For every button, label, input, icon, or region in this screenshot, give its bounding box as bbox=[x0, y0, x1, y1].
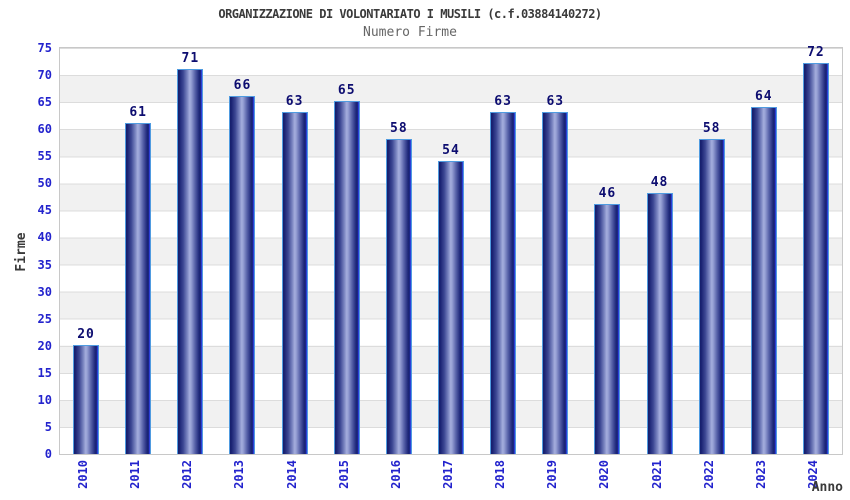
y-tick-45: 45 bbox=[37, 203, 52, 218]
y-tick-20: 20 bbox=[37, 338, 52, 353]
y-tick-35: 35 bbox=[37, 257, 52, 272]
x-tick-2015: 2015 bbox=[336, 460, 351, 489]
x-tick-2023: 2023 bbox=[753, 460, 768, 489]
bar-2014 bbox=[281, 112, 308, 454]
bar-value-label: 54 bbox=[442, 143, 460, 158]
bar-value-label: 48 bbox=[650, 175, 669, 190]
bar-value-label: 65 bbox=[337, 83, 356, 98]
x-tick-2011: 2011 bbox=[128, 460, 143, 489]
bar-2017 bbox=[438, 161, 464, 454]
bar-value-label: 64 bbox=[754, 89, 773, 104]
bar-2012 bbox=[177, 69, 204, 454]
plot-area: 20 61 71 66 63 65 58 54 63 63 46 48 58 64 72 bbox=[59, 45, 843, 455]
y-tick-15: 15 bbox=[37, 365, 52, 380]
y-tick-40: 40 bbox=[37, 230, 52, 245]
x-tick-2022: 2022 bbox=[701, 460, 716, 489]
bar-2019 bbox=[542, 112, 569, 454]
bar-2010 bbox=[73, 345, 100, 454]
y-axis-label: Firme bbox=[14, 232, 29, 272]
bar-value-label: 46 bbox=[598, 186, 617, 201]
bar-value-label: 58 bbox=[702, 121, 721, 136]
bar-2011 bbox=[125, 123, 152, 454]
x-tick-2012: 2012 bbox=[180, 460, 195, 489]
bar-value-label: 63 bbox=[494, 94, 512, 109]
x-tick-2020: 2020 bbox=[597, 460, 612, 489]
x-tick-2016: 2016 bbox=[388, 460, 403, 489]
y-tick-50: 50 bbox=[37, 176, 52, 191]
x-tick-2010: 2010 bbox=[76, 460, 91, 489]
y-tick-30: 30 bbox=[37, 284, 52, 299]
x-tick-2014: 2014 bbox=[284, 460, 299, 489]
bar-value-label: 20 bbox=[77, 327, 95, 342]
x-axis-label: Anno bbox=[811, 480, 843, 495]
y-tick-0: 0 bbox=[44, 447, 52, 461]
x-tick-2019: 2019 bbox=[545, 460, 560, 489]
y-tick-55: 55 bbox=[37, 149, 52, 164]
bar-value-label: 66 bbox=[233, 78, 252, 93]
bar-2015 bbox=[333, 101, 360, 454]
bar-value-label: 63 bbox=[546, 94, 565, 109]
bar-2024 bbox=[802, 63, 829, 454]
bar-value-label: 72 bbox=[807, 45, 825, 60]
x-tick-2021: 2021 bbox=[649, 460, 664, 489]
bar-2023 bbox=[750, 107, 777, 454]
y-tick-60: 60 bbox=[37, 122, 52, 137]
x-tick-2018: 2018 bbox=[493, 460, 508, 489]
y-tick-10: 10 bbox=[37, 392, 52, 407]
bar-value-label: 58 bbox=[390, 121, 408, 136]
y-tick-75: 75 bbox=[37, 41, 52, 55]
x-tick-2017: 2017 bbox=[441, 460, 455, 489]
y-tick-25: 25 bbox=[37, 311, 52, 326]
bar-2018 bbox=[490, 112, 517, 454]
chart-title: ORGANIZZAZIONE DI VOLONTARIATO I MUSILI … bbox=[218, 7, 602, 21]
bar-2022 bbox=[698, 139, 725, 454]
y-tick-70: 70 bbox=[37, 68, 52, 83]
bar-value-label: 71 bbox=[181, 51, 200, 66]
y-tick-65: 65 bbox=[37, 95, 52, 110]
bar-2020 bbox=[594, 204, 621, 454]
y-tick-5: 5 bbox=[44, 419, 52, 434]
bar-value-label: 63 bbox=[285, 94, 304, 109]
bar-2021 bbox=[646, 193, 673, 454]
chart-subtitle: Numero Firme bbox=[363, 25, 457, 40]
bar-value-label: 61 bbox=[129, 105, 148, 120]
bar-2016 bbox=[385, 139, 412, 454]
x-tick-2013: 2013 bbox=[232, 460, 247, 489]
bar-2013 bbox=[229, 96, 256, 454]
